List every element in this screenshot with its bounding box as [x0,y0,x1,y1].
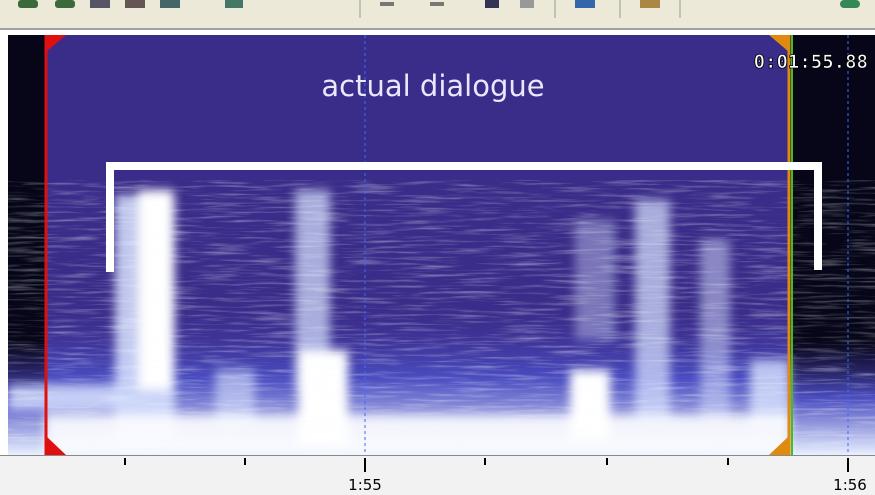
toolbar [0,0,875,30]
timeline: 1:55 1:56 [0,455,875,495]
annotation-text: actual dialogue [321,69,544,103]
timeline-label: 1:55 [348,476,382,494]
audio-editor: actual dialogue 0:01:55.88 1:55 1:56 [0,0,875,495]
time-display: 0:01:55.88 [754,51,868,73]
timeline-label: 1:56 [833,476,867,494]
